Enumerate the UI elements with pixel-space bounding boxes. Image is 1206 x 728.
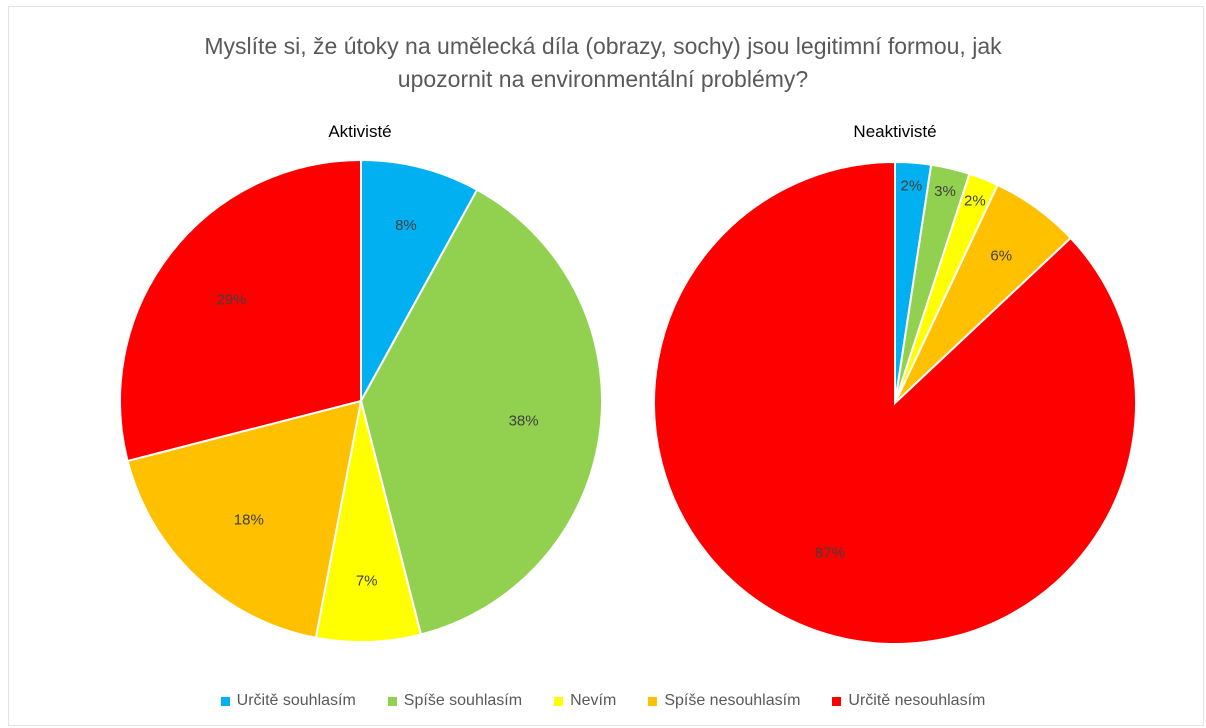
data-label: 7%: [356, 573, 378, 590]
data-label: 29%: [216, 292, 246, 309]
data-label: 3%: [934, 183, 956, 200]
legend-label: Spíše nesouhlasím: [664, 692, 801, 709]
legend-label: Určitě nesouhlasím: [848, 692, 986, 709]
legend-label: Určitě souhlasím: [236, 692, 356, 709]
pie-slice: [653, 160, 1137, 645]
pie-slice: [119, 158, 362, 463]
pie-slice: [126, 399, 363, 639]
data-label: 87%: [815, 544, 845, 561]
data-label: 38%: [509, 413, 539, 430]
chart-title-line-1: Myslíte si, že útoky na umělecká díla (o…: [204, 33, 1002, 59]
data-label: 2%: [900, 178, 922, 195]
pie-slice: [359, 188, 603, 636]
chart-title: Myslíte si, že útoky na umělecká díla (o…: [0, 30, 1206, 96]
legend-item-urcite-nesouhlasim: Určitě nesouhlasím: [832, 692, 985, 710]
data-label: 18%: [234, 511, 264, 528]
pie-slice: [314, 400, 423, 643]
pie-title-aktiviste: Aktivisté: [328, 122, 392, 141]
legend-item-urcite-souhlasim: Určitě souhlasím: [220, 692, 356, 710]
pie-title-neaktiviste: Neaktivisté: [853, 122, 937, 141]
pie-aktiviste: 8% 38% 7% 18% 29%: [119, 158, 603, 643]
data-label: 6%: [990, 248, 1012, 265]
pie-neaktiviste: 2% 3% 2% 6% 87%: [653, 160, 1137, 645]
legend-swatch: [554, 696, 564, 706]
legend-label: Spíše souhlasím: [403, 692, 523, 709]
legend: Určitě souhlasím Spíše souhlasím Nevím S…: [0, 692, 1206, 710]
legend-swatch: [648, 696, 658, 706]
legend-item-spise-nesouhlasim: Spíše nesouhlasím: [648, 692, 800, 710]
legend-item-nevim: Nevím: [554, 692, 616, 710]
pie-slice: [360, 158, 479, 402]
chart-title-line-2: upozornit na environmentální problémy?: [397, 66, 809, 92]
legend-swatch: [220, 696, 230, 706]
legend-swatch: [387, 696, 397, 706]
legend-item-spise-souhlasim: Spíše souhlasím: [387, 692, 523, 710]
data-label: 8%: [395, 217, 417, 234]
legend-label: Nevím: [570, 692, 617, 709]
data-label: 2%: [964, 192, 986, 209]
legend-swatch: [832, 696, 842, 706]
